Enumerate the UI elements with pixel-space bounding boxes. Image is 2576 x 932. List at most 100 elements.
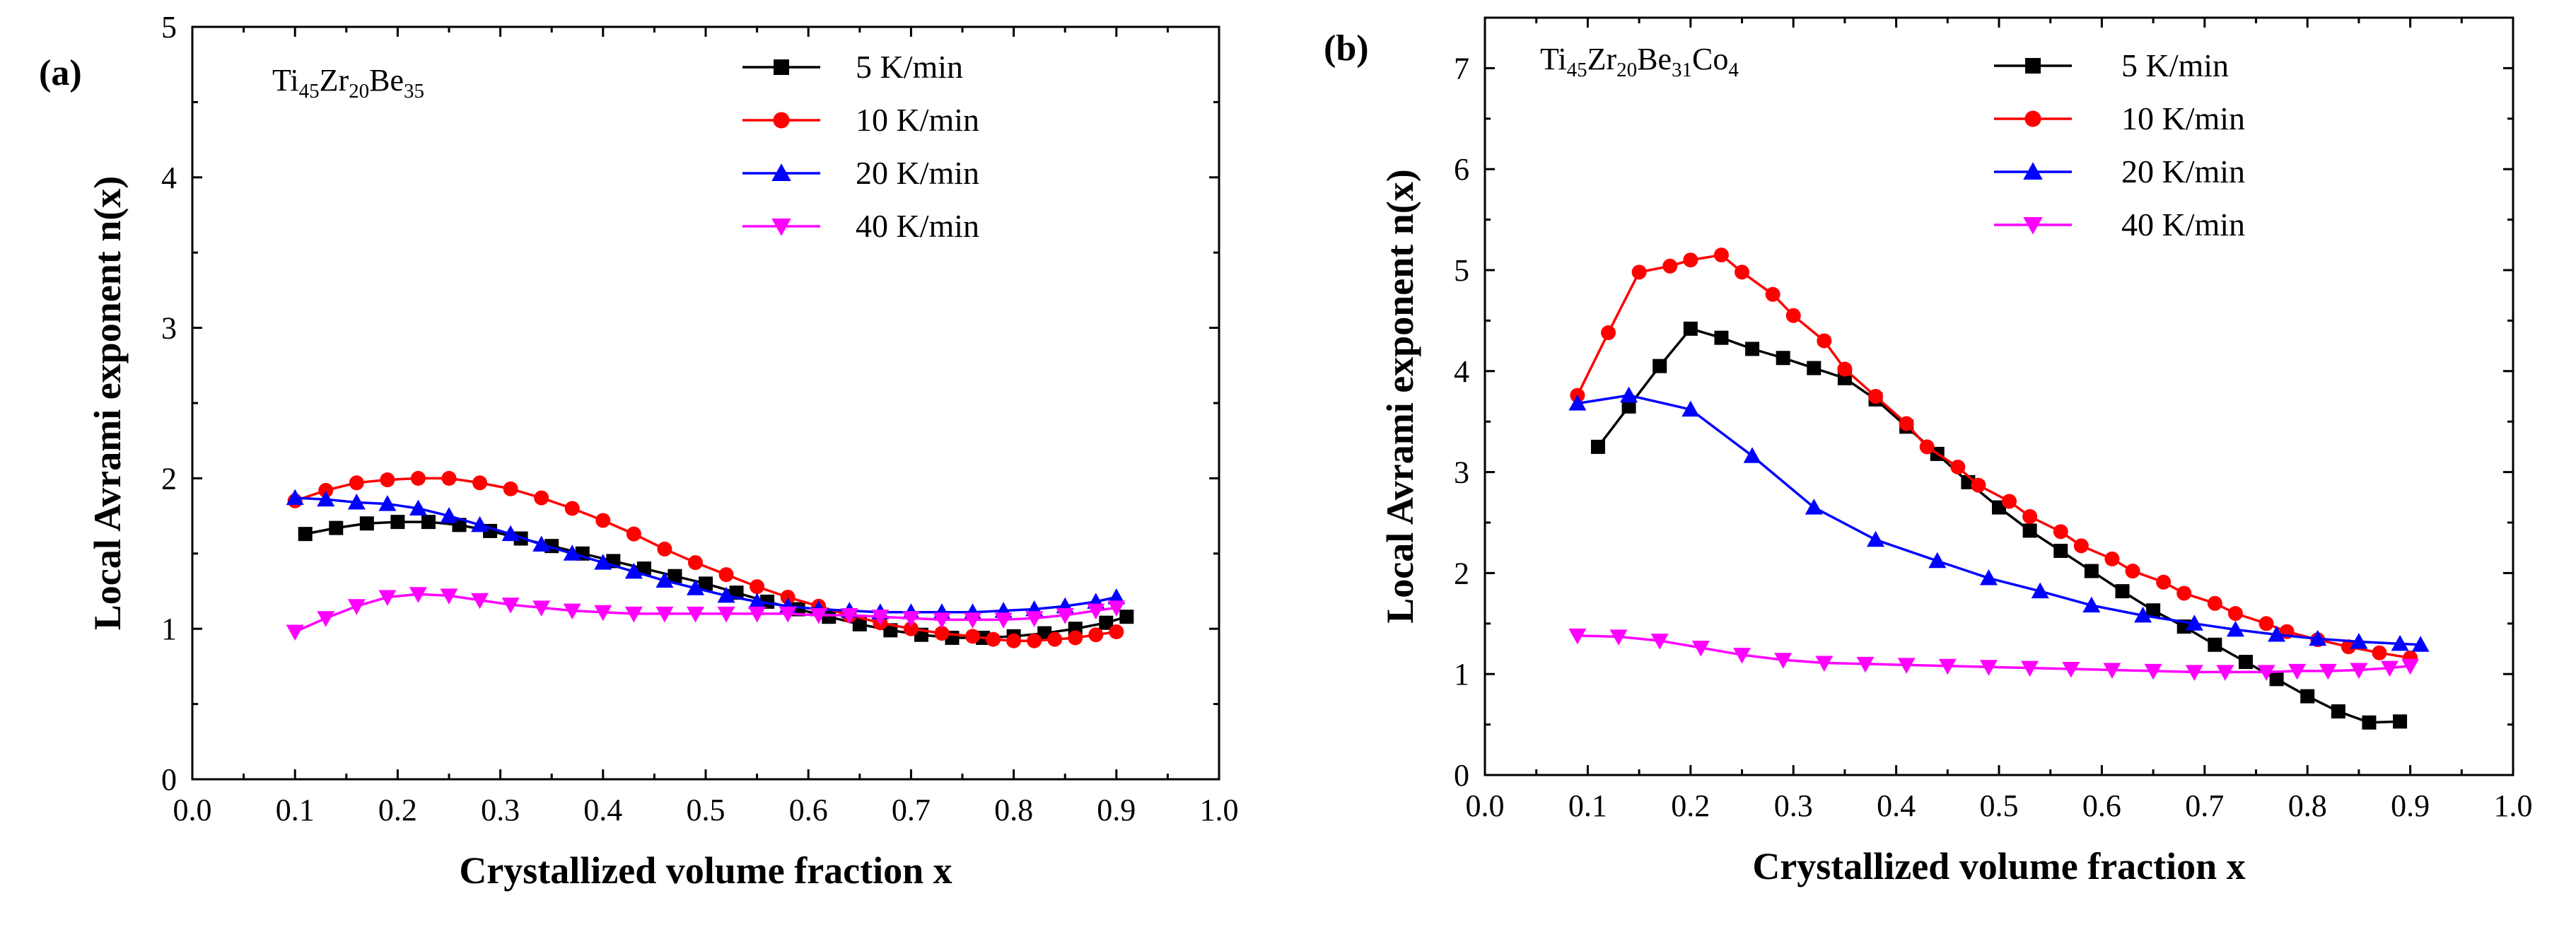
- panel-a-x-tick-label: 0.5: [687, 793, 725, 827]
- panel-a-x-tick-label: 0.9: [1097, 793, 1136, 827]
- panel-b-series-line: [1597, 327, 2401, 724]
- panel-b-data-point: [1837, 361, 1853, 377]
- panel-b-series-20-k-min: [1568, 386, 2430, 652]
- panel-b-data-point: [1938, 658, 1957, 675]
- panel-b-legend-label: 40 K/min: [2121, 206, 2245, 243]
- panel-b-data-point: [1971, 477, 1986, 493]
- panel-a-data-point: [378, 495, 397, 511]
- panel-b-data-point: [2401, 658, 2420, 675]
- panel-a-x-tick-label: 0.2: [378, 793, 417, 827]
- panel-a-data-point: [1068, 630, 1083, 646]
- panel-a-data-point: [1027, 633, 1042, 648]
- element-subscript: 45: [1567, 59, 1587, 81]
- panel-b-data-point: [1765, 286, 1781, 302]
- panel-b-data-point: [1897, 658, 1916, 674]
- panel-a-y-tick-label: 4: [161, 161, 177, 195]
- panel-a-data-point: [1025, 611, 1044, 627]
- panel-a-data-point: [687, 555, 703, 571]
- element-symbol: Ti: [272, 63, 299, 98]
- panel-a-data-point: [810, 608, 828, 624]
- panel-b-data-point: [1868, 389, 1884, 404]
- panel-a-data-point: [1107, 588, 1126, 605]
- panel-b-data-point: [1979, 660, 1998, 676]
- panel-b-data-point: [2216, 665, 2234, 681]
- panel-b-data-point: [2185, 614, 2203, 631]
- panel-a-y-tick-label: 1: [161, 612, 177, 646]
- panel-a-data-point: [965, 629, 981, 644]
- panel-b-data-point: [1600, 325, 1616, 341]
- element-symbol: Be: [369, 63, 404, 98]
- panel-a-data-point: [840, 608, 858, 624]
- panel-b-series-40-k-min: [1568, 628, 2420, 681]
- panel-a-data-point: [380, 472, 395, 488]
- panel-a-data-point: [852, 617, 867, 631]
- panel-a-data-point: [440, 507, 458, 523]
- panel-b-data-point: [2185, 665, 2203, 681]
- panel-b-data-point: [2053, 543, 2068, 558]
- panel-b-chart: 0.0 0.1 0.2 0.3 0.4 0.5 0.6 0.7 0.8 0.9 1.00123456…: [1324, 16, 2533, 887]
- panel-a-plot-frame: [191, 25, 1220, 781]
- panel-a-x-tick-label: 0.6: [789, 793, 828, 827]
- panel-b-data-point: [2257, 665, 2275, 681]
- panel-a-data-point: [748, 606, 767, 623]
- panel-a-data-point: [440, 588, 458, 605]
- panel-b-y-tick-label: 0: [1454, 758, 1469, 793]
- panel-a-data-point: [317, 611, 335, 627]
- panel-a-series-20-k-min: [286, 489, 1126, 619]
- panel-b-x-tick-label: 0.2: [1671, 788, 1710, 823]
- panel-a-y-axis-label: Local Avrami exponent n(x): [86, 176, 129, 630]
- panel-a-x-tick-label: 0.0: [173, 793, 212, 827]
- panel-b-data-point: [1683, 321, 1698, 336]
- panel-a-y-tick-label: 3: [161, 311, 177, 346]
- panel-b-y-tick-label: 1: [1454, 657, 1469, 692]
- panel-b-data-point: [2362, 715, 2377, 730]
- panel-a-data-point: [657, 541, 672, 557]
- panel-a-data-point: [686, 606, 704, 623]
- panel-a-series-5-k-min: [298, 515, 1134, 645]
- panel-a-data-point: [871, 610, 890, 626]
- panel-a-data-point: [624, 606, 643, 623]
- panel-b-data-point: [2082, 596, 2101, 613]
- panel-b-data-point: [1817, 333, 1832, 349]
- panel-a-data-point: [318, 482, 334, 498]
- panel-b-data-point: [1919, 439, 1935, 455]
- panel-a-data-point: [1088, 627, 1104, 643]
- panel-b-data-point: [1733, 648, 1751, 664]
- panel-a-panel-label: (a): [39, 53, 82, 93]
- panel-b-data-point: [2104, 551, 2120, 566]
- panel-a-data-point: [501, 525, 520, 542]
- panel-b-data-point: [2381, 660, 2399, 677]
- panel-a-data-point: [903, 621, 919, 636]
- panel-b-data-point: [2073, 538, 2089, 554]
- panel-b-y-axis-label: Local Avrami exponent n(x): [1379, 169, 1421, 623]
- panel-b-y-tick-label: 7: [1454, 51, 1469, 86]
- panel-b-y-tick-label: 4: [1454, 354, 1469, 389]
- panel-b-x-axis-label: Crystallized volume fraction x: [1752, 845, 2245, 887]
- panel-a-x-tick-label: 0.1: [276, 793, 315, 827]
- panel-b-y-tick-label: 3: [1454, 455, 1469, 490]
- panel-a-data-point: [472, 475, 488, 491]
- panel-b-data-point: [2115, 584, 2130, 599]
- panel-a-data-point: [1119, 610, 1134, 624]
- panel-b-data-point: [2146, 603, 2161, 618]
- panel-b-data-point: [1928, 552, 1947, 569]
- panel-b-data-point: [1745, 342, 1760, 356]
- panel-b-data-point: [2226, 620, 2244, 637]
- panel-a-data-point: [594, 554, 612, 570]
- panel-b-data-point: [2062, 662, 2080, 678]
- panel-b-data-point: [2393, 714, 2408, 729]
- panel-b-legend-marker: [2025, 58, 2041, 74]
- panel-b-data-point: [2269, 672, 2284, 687]
- element-subscript: 35: [404, 80, 424, 103]
- panel-b-data-point: [2391, 634, 2409, 651]
- panel-b-data-point: [1568, 628, 1587, 645]
- panel-a-data-point: [933, 612, 951, 629]
- panel-b-data-point: [1682, 400, 1700, 417]
- panel-a-data-point: [409, 587, 427, 603]
- panel-a-data-point: [750, 579, 765, 595]
- panel-b-data-point: [2022, 508, 2038, 524]
- panel-b-data-point: [1805, 499, 1823, 515]
- panel-b-data-point: [2331, 704, 2345, 719]
- panel-a-data-point: [668, 569, 682, 583]
- panel-b-data-point: [2156, 574, 2172, 590]
